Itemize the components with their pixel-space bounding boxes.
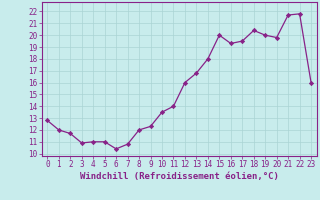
X-axis label: Windchill (Refroidissement éolien,°C): Windchill (Refroidissement éolien,°C) [80,172,279,181]
